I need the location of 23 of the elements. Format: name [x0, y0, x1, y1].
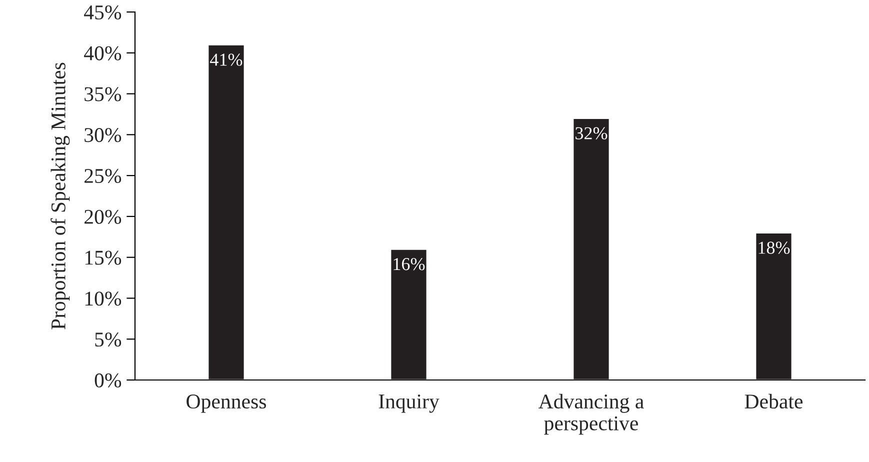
x-tick-label: Advancing a perspective	[538, 394, 644, 435]
x-tick-label: Debate	[744, 394, 803, 409]
y-tick-label: 35%	[84, 87, 122, 102]
bar	[572, 118, 610, 380]
data-label: 18%	[758, 242, 790, 254]
y-tick-label: 5%	[95, 332, 122, 347]
x-tick-label: Inquiry	[378, 394, 440, 413]
bar	[754, 232, 793, 380]
y-tick-label: 0%	[94, 373, 122, 388]
x-tick-label: Openness	[186, 394, 266, 413]
data-label: 16%	[394, 258, 425, 270]
y-tick-label: 30%	[84, 128, 122, 142]
data-label: 32%	[576, 127, 608, 140]
y-tick-label: 20%	[84, 210, 122, 224]
y-tick-label: 25%	[84, 168, 122, 184]
y-tick-label: 10%	[85, 292, 122, 306]
bar	[207, 44, 246, 380]
y-tick-label: 40%	[84, 46, 122, 60]
y-axis-title: Proportion of Speaking Minutes	[50, 62, 70, 330]
y-tick-label: 45%	[84, 5, 122, 20]
data-label: 41%	[210, 54, 242, 66]
y-tick-label: 15%	[85, 250, 122, 265]
bar	[390, 248, 428, 380]
